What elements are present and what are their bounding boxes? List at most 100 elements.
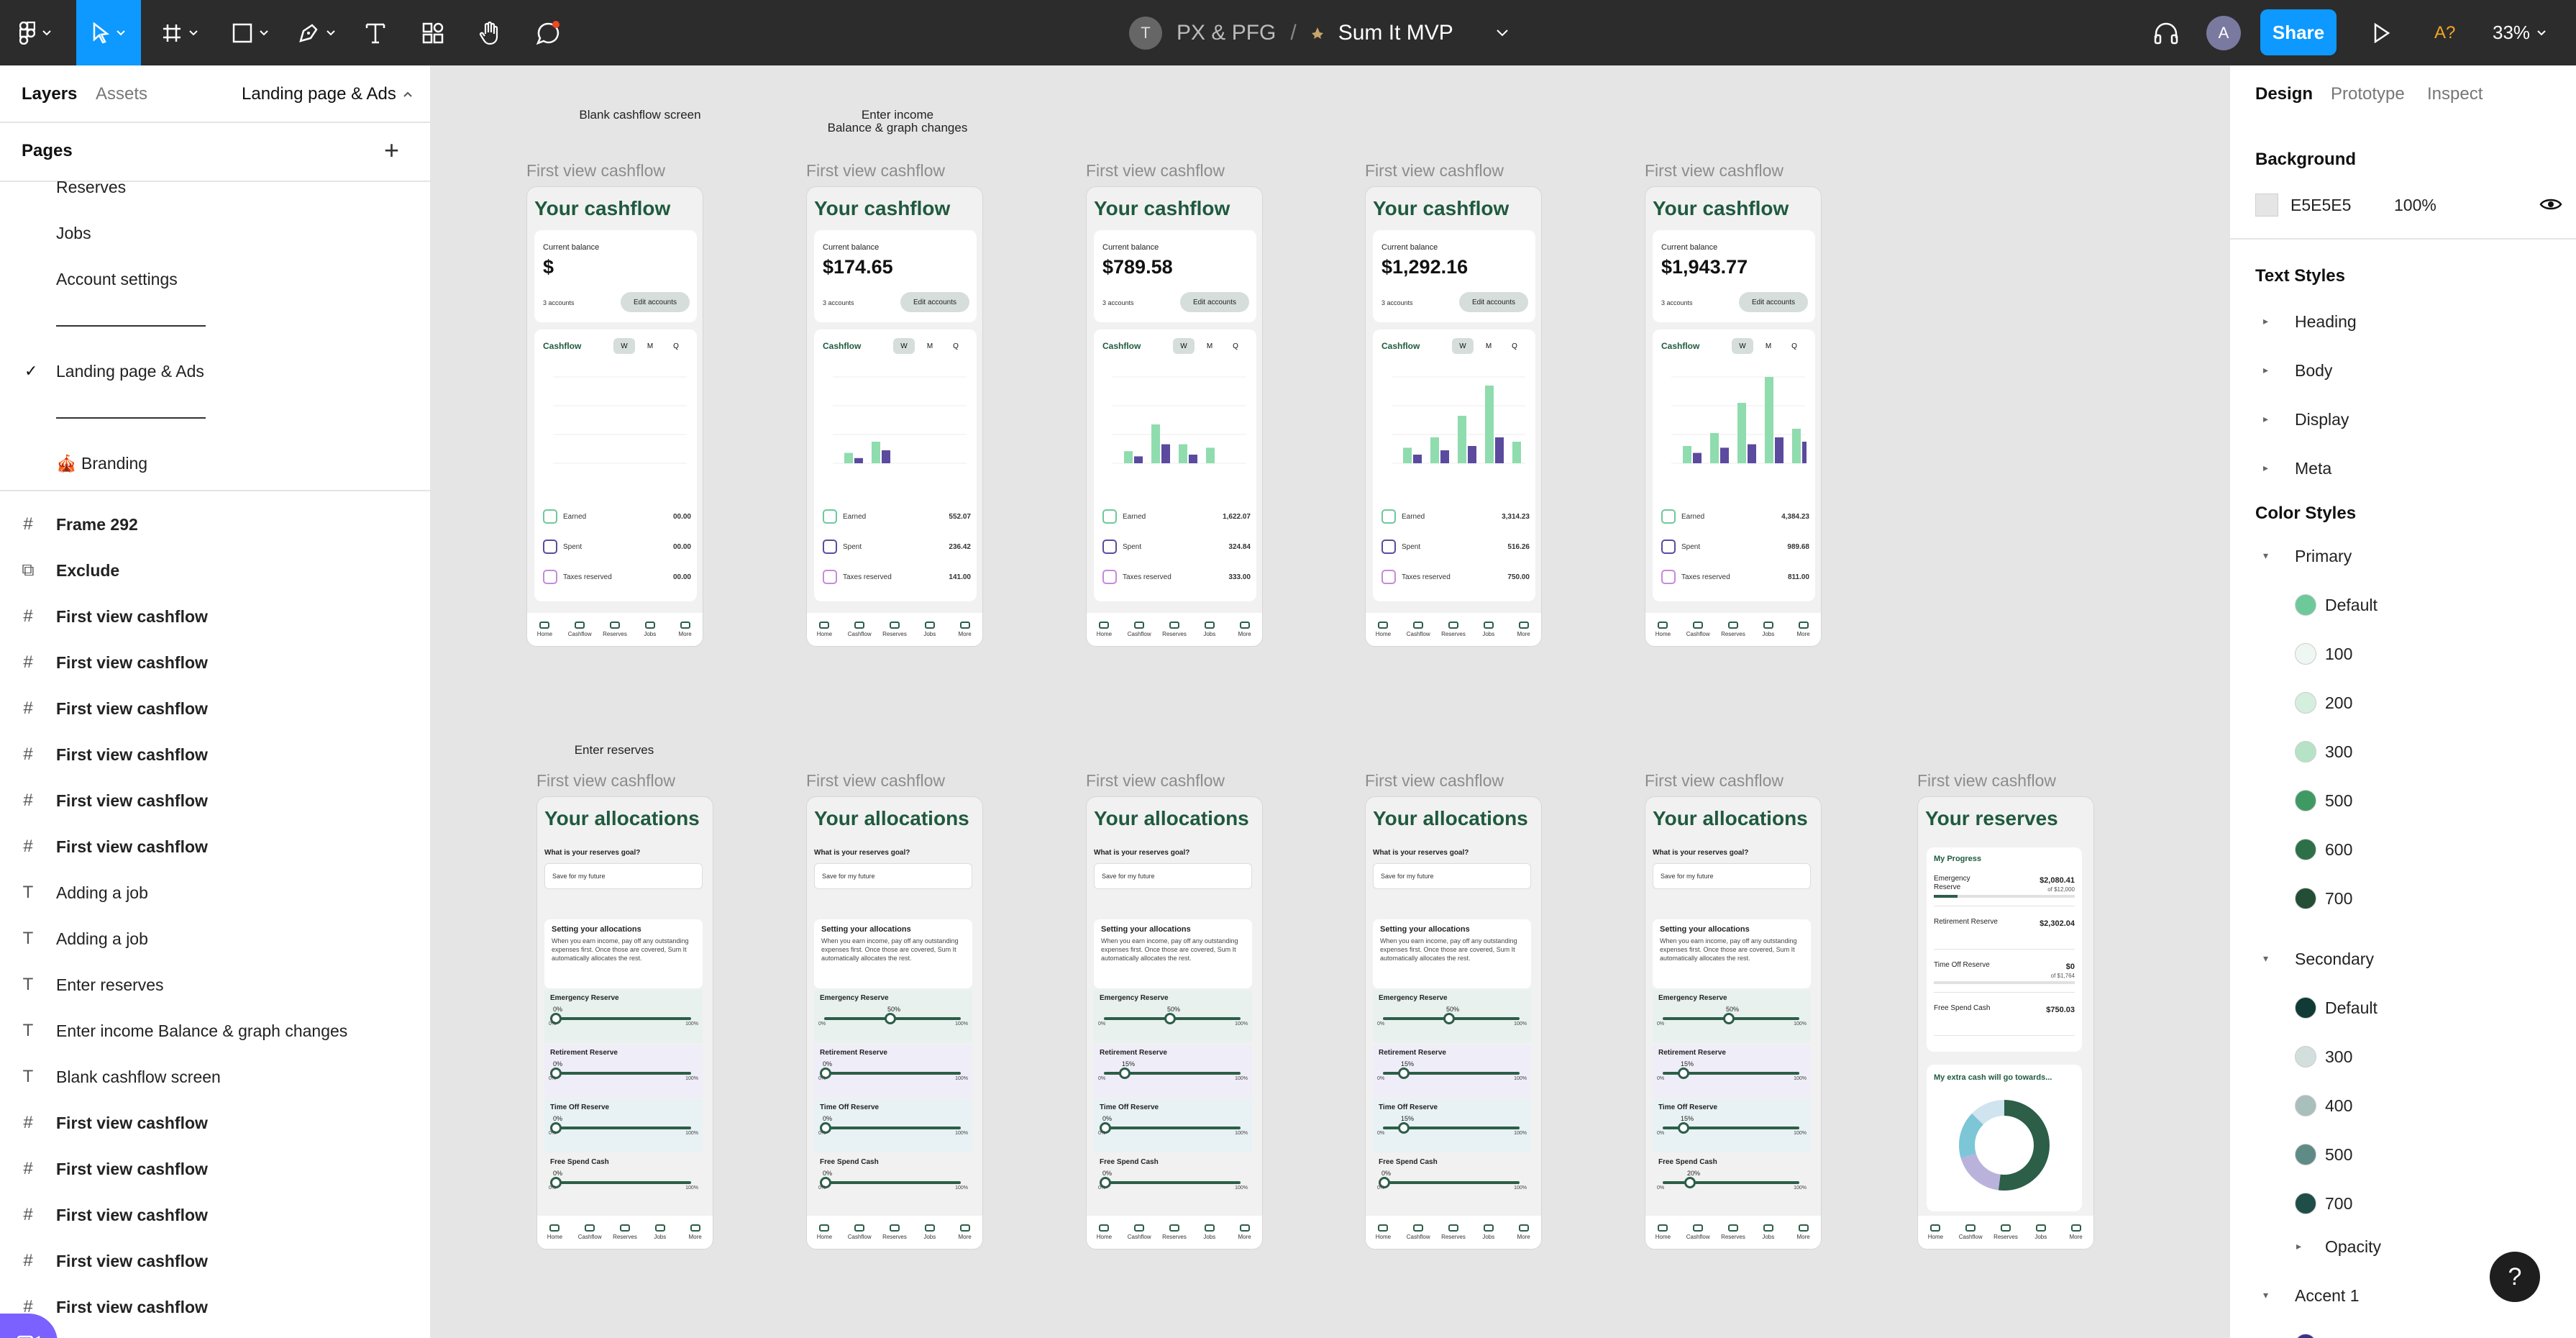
nav-item[interactable]: Reserves <box>1719 622 1748 637</box>
layer-row[interactable]: T Enter reserves <box>0 962 430 1008</box>
frame-tool-button[interactable] <box>151 0 209 65</box>
shape-tool-button[interactable] <box>221 0 279 65</box>
layer-row[interactable]: T Blank cashflow screen <box>0 1054 430 1100</box>
nav-item[interactable]: Jobs <box>1754 1224 1783 1240</box>
background-swatch[interactable] <box>2255 194 2278 217</box>
color-style-name[interactable]: 500 <box>2325 1145 2353 1164</box>
cashflow-screen[interactable]: Your cashflow Current balance $1,943.77 3 a… <box>1645 186 1822 647</box>
color-swatch[interactable] <box>2295 1046 2316 1068</box>
nav-item[interactable]: Reserves <box>880 1224 909 1240</box>
pen-tool-button[interactable] <box>288 0 345 65</box>
nav-item[interactable]: More <box>951 622 979 637</box>
slider-track[interactable] <box>824 1072 961 1075</box>
audio-button[interactable] <box>2150 0 2182 65</box>
comment-tool-button[interactable] <box>532 0 564 65</box>
frame-label[interactable]: First view cashflow <box>1365 771 1504 790</box>
color-style-name[interactable]: 400 <box>2325 1096 2353 1115</box>
page-switcher[interactable]: Landing page & Ads <box>242 65 412 123</box>
tab-prototype[interactable]: Prototype <box>2331 84 2405 104</box>
collapse-icon[interactable]: ▾ <box>2263 550 2269 561</box>
eye-icon[interactable] <box>2539 196 2562 216</box>
nav-item[interactable]: Reserves <box>600 622 629 637</box>
color-swatch[interactable] <box>2295 643 2316 665</box>
expand-icon[interactable]: ▸ <box>2263 315 2269 327</box>
text-style-item[interactable]: Heading <box>2295 312 2357 331</box>
layer-row[interactable]: # First view cashflow <box>0 732 430 778</box>
color-swatch[interactable] <box>2295 741 2316 763</box>
nav-item[interactable]: More <box>1789 622 1818 637</box>
page-item-reserves[interactable]: Reserves <box>56 178 127 196</box>
color-style-name[interactable]: 500 <box>2325 791 2353 810</box>
color-swatch[interactable] <box>2295 1144 2316 1165</box>
slider-handle[interactable] <box>1379 1177 1390 1188</box>
layer-row[interactable]: ⧉ Exclude <box>0 547 430 593</box>
edit-accounts-button[interactable]: Edit accounts <box>621 292 690 312</box>
nav-item[interactable]: Home <box>1369 622 1397 637</box>
color-style-name[interactable]: 100 <box>2325 645 2353 663</box>
slider-track[interactable] <box>1383 1181 1520 1184</box>
slider-handle[interactable] <box>550 1122 562 1134</box>
slider-track[interactable] <box>554 1017 691 1020</box>
slider-handle[interactable] <box>1678 1068 1689 1079</box>
nav-item[interactable]: Jobs <box>1195 622 1224 637</box>
toggle-month[interactable]: M <box>1765 342 1772 350</box>
slider-handle[interactable] <box>550 1013 562 1024</box>
slider-track[interactable] <box>1663 1181 1799 1184</box>
opacity-group[interactable]: Opacity <box>2325 1237 2381 1256</box>
text-tool-button[interactable] <box>360 0 391 65</box>
frame-label[interactable]: First view cashflow <box>806 771 945 790</box>
design-canvas[interactable]: Blank cashflow screen Enter income Balan… <box>431 65 2229 1338</box>
toggle-week[interactable]: W <box>1173 338 1195 354</box>
layer-row[interactable]: # First view cashflow <box>0 778 430 824</box>
move-tool-button[interactable] <box>76 0 141 65</box>
slider-handle[interactable] <box>820 1177 831 1188</box>
slider-track[interactable] <box>824 1127 961 1129</box>
page-item-jobs[interactable]: Jobs <box>56 224 91 242</box>
toggle-week[interactable]: W <box>893 338 915 354</box>
toggle-month[interactable]: M <box>647 342 654 350</box>
nav-item[interactable]: Home <box>810 622 839 637</box>
slider-handle[interactable] <box>550 1177 562 1188</box>
goal-select[interactable]: Save for my future <box>1373 863 1531 889</box>
slider-handle[interactable] <box>1684 1177 1696 1188</box>
background-hex[interactable]: E5E5E5 <box>2290 196 2352 214</box>
slider-track[interactable] <box>1663 1072 1799 1075</box>
nav-item[interactable]: Reserves <box>1439 622 1468 637</box>
nav-item[interactable]: Home <box>530 622 559 637</box>
reserves-screen[interactable]: Your reserves My Progress Emergency Reserv… <box>1917 796 2094 1250</box>
expand-icon[interactable]: ▸ <box>2296 1240 2302 1252</box>
cashflow-screen[interactable]: Your cashflow Current balance $174.65 3 acc… <box>806 186 983 647</box>
nav-item[interactable]: Home <box>810 1224 839 1240</box>
allocations-screen[interactable]: Your allocations What is your reserves go… <box>536 796 713 1250</box>
main-menu-button[interactable] <box>10 0 60 65</box>
frame-label[interactable]: First view cashflow <box>806 161 945 180</box>
tab-design[interactable]: Design <box>2255 84 2314 104</box>
team-avatar[interactable]: T <box>1129 16 1162 50</box>
nav-item[interactable]: Home <box>1369 1224 1397 1240</box>
nav-item[interactable]: Jobs <box>1474 622 1503 637</box>
layer-row[interactable]: # First view cashflow <box>0 593 430 640</box>
nav-item[interactable]: More <box>1230 1224 1259 1240</box>
nav-item[interactable]: Jobs <box>915 622 944 637</box>
toggle-month[interactable]: M <box>1485 342 1492 350</box>
nav-item[interactable]: Jobs <box>1195 1224 1224 1240</box>
slider-handle[interactable] <box>1443 1013 1455 1024</box>
section-label-income[interactable]: Enter income Balance & graph changes <box>790 109 1005 135</box>
color-group[interactable]: Secondary <box>2295 950 2374 968</box>
color-style-name[interactable]: 700 <box>2325 889 2353 908</box>
cashflow-screen[interactable]: Your cashflow Current balance $1,292.16 3 a… <box>1365 186 1542 647</box>
hand-tool-button[interactable] <box>475 0 506 65</box>
frame-label[interactable]: First view cashflow <box>536 771 675 790</box>
nav-item[interactable]: More <box>951 1224 979 1240</box>
nav-item[interactable]: Cashflow <box>575 1224 604 1240</box>
text-style-item[interactable]: Meta <box>2295 459 2332 478</box>
nav-item[interactable]: Reserves <box>611 1224 639 1240</box>
color-swatch[interactable] <box>2295 1095 2316 1116</box>
nav-item[interactable]: Cashflow <box>1125 622 1154 637</box>
layer-row[interactable]: # First view cashflow <box>0 686 430 732</box>
color-swatch[interactable] <box>2295 790 2316 811</box>
nav-item[interactable]: More <box>671 622 700 637</box>
reserve-item[interactable]: Retirement Reserve $2,302.04 <box>1934 916 2075 950</box>
nav-item[interactable]: Jobs <box>1474 1224 1503 1240</box>
nav-item[interactable]: Home <box>1921 1224 1950 1240</box>
